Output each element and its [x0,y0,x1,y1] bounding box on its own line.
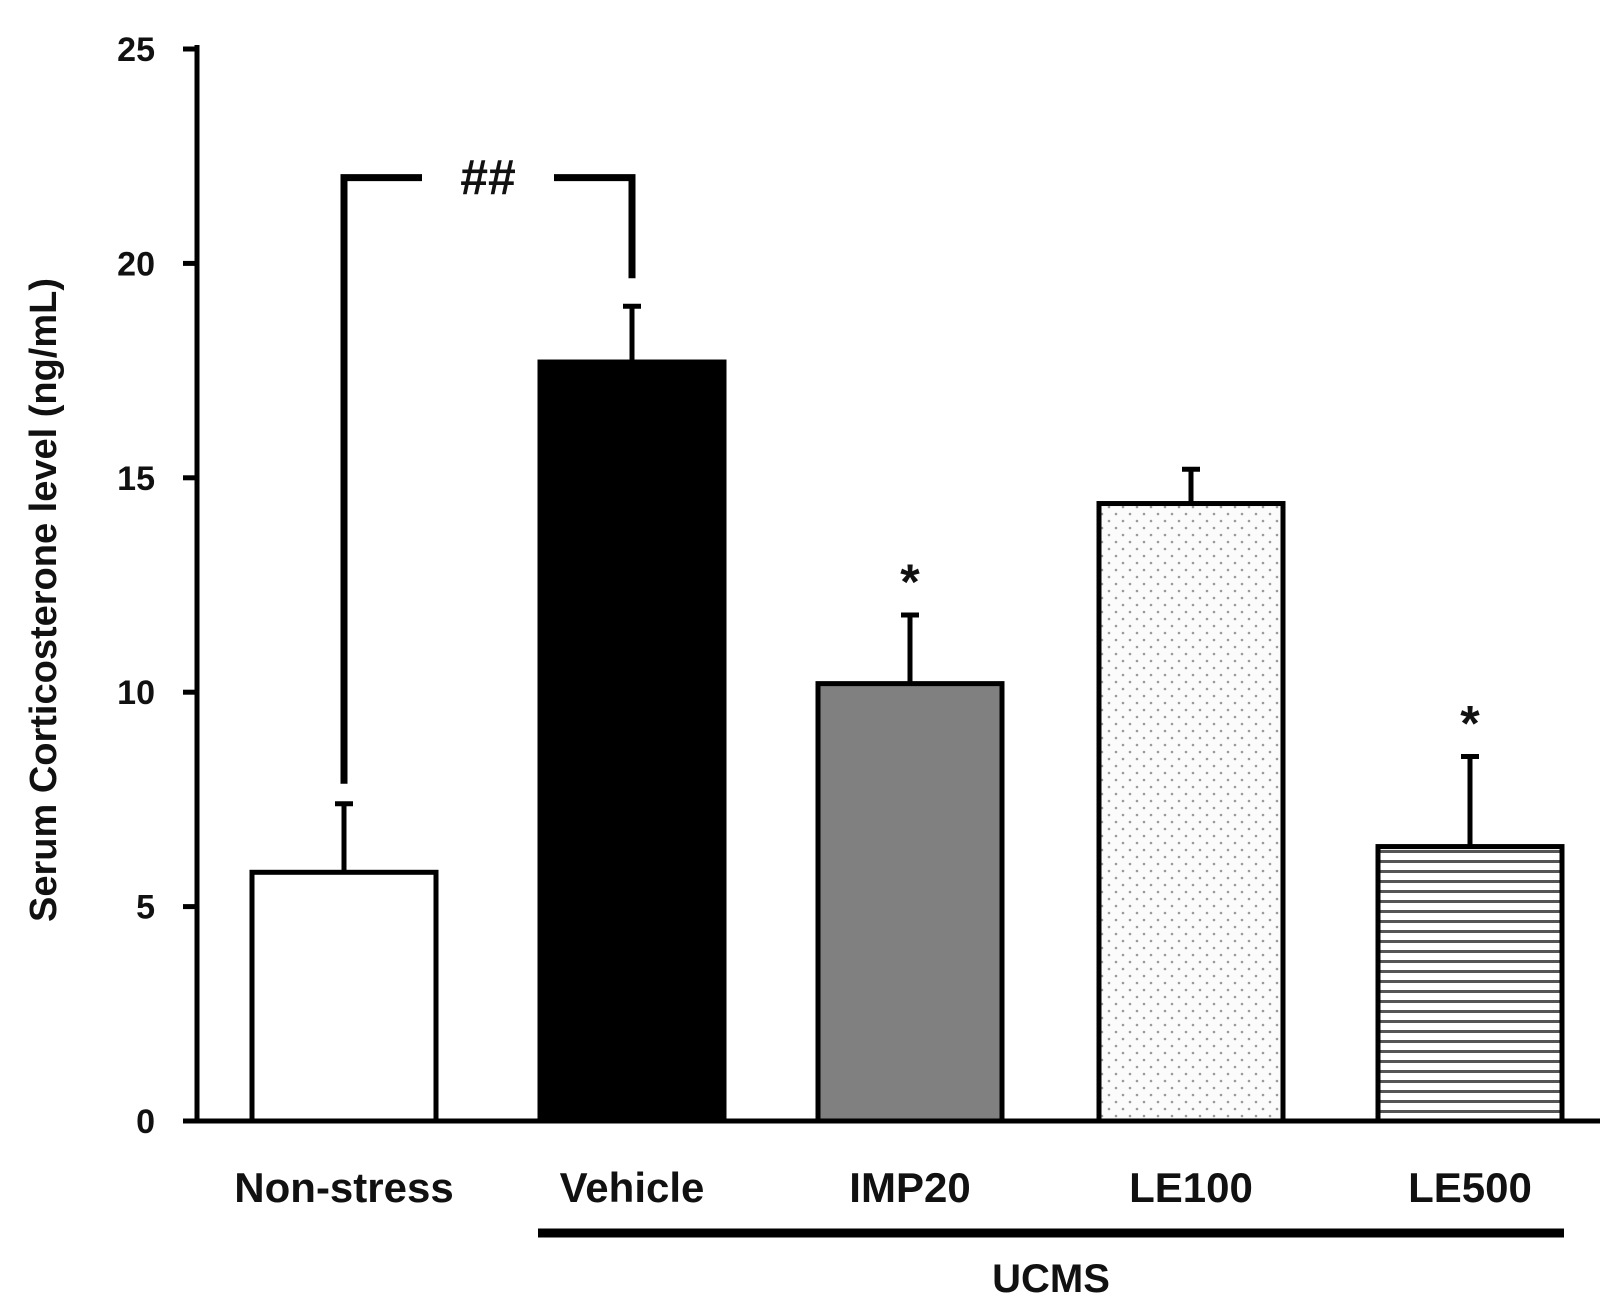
y-tick-label-10: 10 [117,674,155,712]
y-tick-label-5: 5 [136,889,155,927]
star-le500: * [1460,696,1480,752]
bracket-right-arm [554,174,636,279]
group-label: UCMS [992,1257,1110,1301]
bracket-label: ## [460,150,516,206]
y-tick-label-0: 0 [136,1103,155,1141]
x-label-imp20: IMP20 [849,1164,970,1211]
y-tick-label-20: 20 [117,245,155,283]
x-label-le100: LE100 [1129,1164,1253,1211]
bar-le100 [1096,501,1286,1124]
significance-bracket: ## [340,150,636,784]
x-label-non-stress: Non-stress [234,1164,453,1211]
bar-vehicle [537,359,727,1124]
bar-non-stress [249,869,439,1124]
bar-le500 [1375,844,1565,1124]
x-label-vehicle: Vehicle [560,1164,705,1211]
x-label-le500: LE500 [1408,1164,1532,1211]
bracket-left-arm [340,174,422,784]
y-axis-title: Serum Corticosterone level (ng/mL) [23,278,65,922]
bar-imp20 [815,681,1005,1124]
star-imp20: * [900,554,920,610]
y-tick-label-15: 15 [117,460,155,498]
y-tick-label-25: 25 [117,31,155,69]
